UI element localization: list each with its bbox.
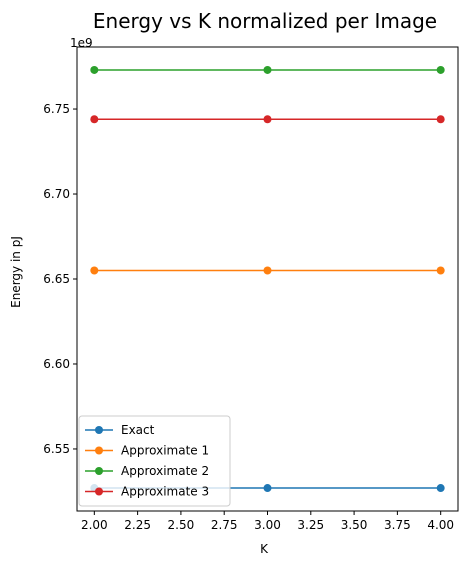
y-tick-label: 6.55 xyxy=(43,442,70,456)
data-point-exact xyxy=(263,484,272,493)
x-axis-label: K xyxy=(260,542,269,556)
data-point-approximate-1 xyxy=(263,266,272,275)
x-tick-label: 2.00 xyxy=(81,518,108,532)
legend-label-exact: Exact xyxy=(121,423,155,437)
x-tick-label: 3.25 xyxy=(297,518,324,532)
x-tick-label: 2.50 xyxy=(168,518,195,532)
data-point-approximate-1 xyxy=(90,266,99,275)
legend-marker-approximate-3 xyxy=(95,487,103,496)
plot-frame xyxy=(76,46,459,512)
x-tick-label: 3.75 xyxy=(384,518,411,532)
legend-marker-approximate-1 xyxy=(95,446,103,455)
y-tick-label: 6.75 xyxy=(43,102,70,116)
data-point-approximate-3 xyxy=(263,115,272,124)
legend-box xyxy=(78,415,231,507)
y-tick-label: 6.60 xyxy=(43,357,70,371)
chart-title: Energy vs K normalized per Image xyxy=(93,9,437,33)
y-tick-label: 6.65 xyxy=(43,272,70,286)
x-tick-label: 4.00 xyxy=(427,518,454,532)
data-point-approximate-2 xyxy=(90,65,99,74)
data-point-approximate-3 xyxy=(90,115,99,124)
legend-marker-approximate-2 xyxy=(95,467,103,475)
legend: Exact Approximate 1 Approximate 2 Approxima… xyxy=(78,415,231,507)
legend-label-approximate-2: Approximate 2 xyxy=(121,464,209,478)
x-tick-label: 2.25 xyxy=(124,518,151,532)
legend-marker-exact xyxy=(95,426,103,434)
series-group xyxy=(90,65,445,493)
y-axis-ticks: 6.55 6.60 6.65 6.70 6.75 xyxy=(43,102,77,456)
data-point-approximate-1 xyxy=(436,266,445,275)
data-point-approximate-2 xyxy=(436,65,445,74)
x-tick-label: 2.75 xyxy=(211,518,238,532)
data-point-approximate-2 xyxy=(263,65,272,74)
y-axis-label: Energy in pJ xyxy=(9,236,23,308)
legend-label-approximate-3: Approximate 3 xyxy=(121,485,209,499)
x-tick-label: 3.50 xyxy=(341,518,368,532)
data-point-approximate-3 xyxy=(436,115,445,124)
y-offset-label: 1e9 xyxy=(70,36,93,50)
legend-label-approximate-1: Approximate 1 xyxy=(121,444,209,458)
y-tick-label: 6.70 xyxy=(43,187,70,201)
x-axis-ticks: 2.00 2.25 2.50 2.75 3.00 3.25 3.50 3.75 4.00 xyxy=(81,511,454,532)
x-tick-label: 3.00 xyxy=(254,518,281,532)
data-point-exact xyxy=(436,484,445,493)
